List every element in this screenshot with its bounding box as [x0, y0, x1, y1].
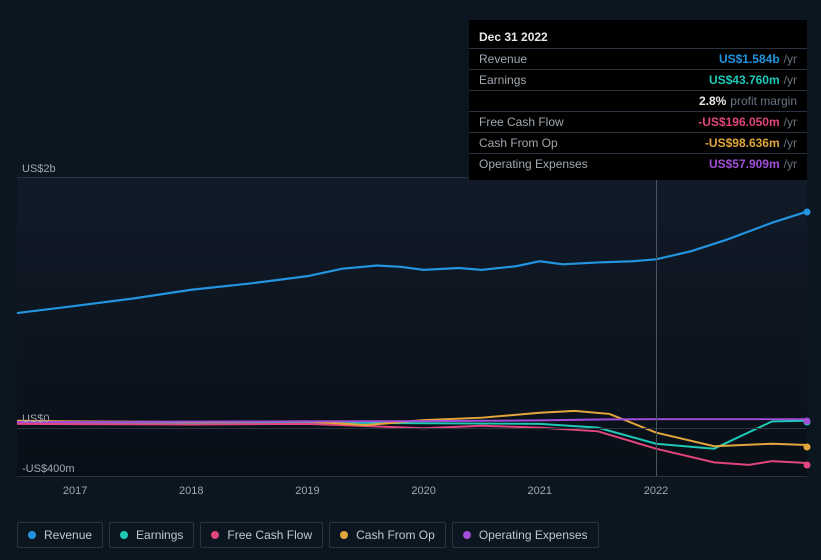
x-axis: 2017 2018 2019 2020 2021 2022	[17, 485, 807, 505]
series-opex	[17, 419, 807, 422]
tooltip-label: Operating Expenses	[479, 157, 709, 171]
tooltip-row: EarningsUS$43.760m/yr	[469, 70, 807, 91]
tooltip-label: Free Cash Flow	[479, 115, 698, 129]
series-fcf	[17, 424, 807, 465]
series-end-dot	[804, 443, 811, 450]
legend-dot-icon	[463, 531, 471, 539]
tooltip-value: 2.8%	[699, 94, 726, 108]
tooltip-marker-line	[656, 178, 657, 476]
series-revenue	[17, 212, 807, 314]
tooltip-unit: /yr	[784, 73, 797, 87]
y-tick-label: US$0	[22, 413, 50, 425]
tooltip-row: RevenueUS$1.584b/yr	[469, 49, 807, 70]
legend-dot-icon	[28, 531, 36, 539]
x-tick-label: 2017	[63, 485, 87, 497]
tooltip-unit: /yr	[784, 157, 797, 171]
legend-dot-icon	[211, 531, 219, 539]
chart-plot[interactable]	[17, 177, 807, 477]
legend-label: Earnings	[136, 528, 183, 542]
tooltip-value: -US$98.636m	[705, 136, 780, 150]
legend-label: Free Cash Flow	[227, 528, 312, 542]
legend-label: Operating Expenses	[479, 528, 588, 542]
tooltip-value: US$1.584b	[719, 52, 780, 66]
tooltip-unit: /yr	[784, 136, 797, 150]
legend-item-earnings[interactable]: Earnings	[109, 522, 194, 548]
x-tick-label: 2019	[295, 485, 319, 497]
tooltip-unit: profit margin	[730, 94, 797, 108]
tooltip-label: Cash From Op	[479, 136, 705, 150]
tooltip-date: Dec 31 2022	[469, 26, 807, 49]
legend-label: Revenue	[44, 528, 92, 542]
legend-item-revenue[interactable]: Revenue	[17, 522, 103, 548]
tooltip-value: US$43.760m	[709, 73, 780, 87]
legend: Revenue Earnings Free Cash Flow Cash From O…	[17, 522, 599, 548]
legend-item-cashfromop[interactable]: Cash From Op	[329, 522, 446, 548]
tooltip-value: -US$196.050m	[698, 115, 779, 129]
x-tick-label: 2020	[411, 485, 435, 497]
legend-dot-icon	[340, 531, 348, 539]
tooltip-label: Revenue	[479, 52, 719, 66]
tooltip-row: Free Cash Flow-US$196.050m/yr	[469, 112, 807, 133]
tooltip-label	[479, 94, 699, 108]
legend-item-fcf[interactable]: Free Cash Flow	[200, 522, 323, 548]
tooltip-label: Earnings	[479, 73, 709, 87]
tooltip-value: US$57.909m	[709, 157, 780, 171]
series-end-dot	[804, 417, 811, 424]
legend-dot-icon	[120, 531, 128, 539]
tooltip-row: Cash From Op-US$98.636m/yr	[469, 133, 807, 154]
tooltip-unit: /yr	[784, 52, 797, 66]
chart-area: 2017 2018 2019 2020 2021 2022 US$2b US$0 -US$40…	[17, 155, 807, 510]
x-tick-label: 2022	[644, 485, 668, 497]
y-tick-label: US$2b	[22, 163, 56, 175]
series-end-dot	[804, 461, 811, 468]
tooltip-unit: /yr	[784, 115, 797, 129]
tooltip-row: Operating ExpensesUS$57.909m/yr	[469, 154, 807, 174]
y-tick-label: -US$400m	[22, 463, 75, 475]
legend-item-opex[interactable]: Operating Expenses	[452, 522, 599, 548]
series-end-dot	[804, 208, 811, 215]
x-tick-label: 2021	[528, 485, 552, 497]
zero-gridline	[17, 428, 807, 429]
legend-label: Cash From Op	[356, 528, 435, 542]
chart-lines	[17, 178, 807, 476]
tooltip-panel: Dec 31 2022 RevenueUS$1.584b/yrEarningsU…	[469, 20, 807, 180]
x-tick-label: 2018	[179, 485, 203, 497]
tooltip-row: 2.8% profit margin	[469, 91, 807, 112]
